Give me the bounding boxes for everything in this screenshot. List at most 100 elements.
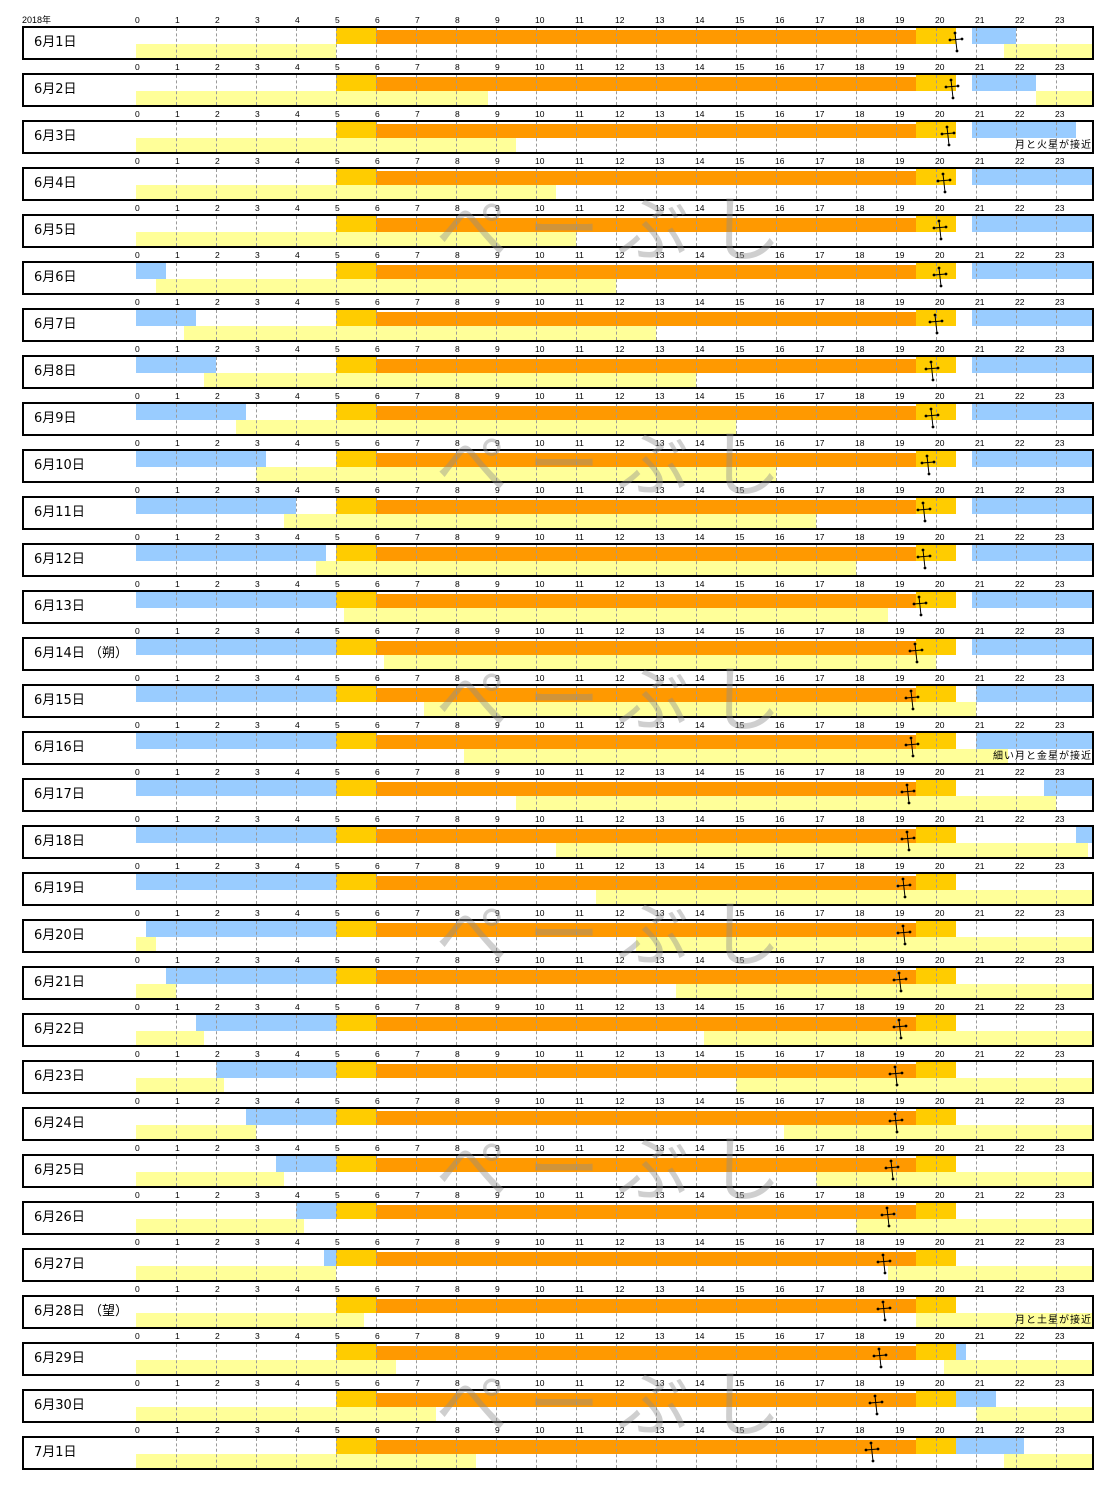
hour-tick-label: 14 bbox=[695, 1284, 705, 1294]
day-box: 6月7日 bbox=[22, 308, 1094, 342]
hour-tick-label: 17 bbox=[815, 673, 825, 683]
hour-gridline bbox=[416, 1203, 417, 1233]
hour-gridline bbox=[616, 263, 617, 293]
hour-gridline bbox=[296, 263, 297, 293]
hour-tick-label: 18 bbox=[855, 955, 865, 965]
hour-gridline bbox=[336, 874, 337, 904]
hour-gridline bbox=[296, 545, 297, 575]
moon-mark-icon bbox=[900, 830, 916, 852]
hour-gridline bbox=[176, 310, 177, 340]
hour-gridline bbox=[456, 1391, 457, 1421]
hour-tick-label: 23 bbox=[1055, 1284, 1065, 1294]
hour-gridline bbox=[496, 1344, 497, 1374]
hour-tick-label: 18 bbox=[855, 250, 865, 260]
hour-tick-label: 23 bbox=[1055, 1049, 1065, 1059]
hour-tick-label: 18 bbox=[855, 297, 865, 307]
hour-tick-label: 6 bbox=[375, 109, 380, 119]
moon-mark-icon bbox=[908, 642, 924, 664]
hour-tick-label: 0 bbox=[135, 626, 140, 636]
hour-tick-label: 11 bbox=[575, 156, 584, 166]
hour-gridline bbox=[576, 1109, 577, 1139]
hour-gridline bbox=[1056, 75, 1057, 105]
hour-gridline bbox=[696, 1109, 697, 1139]
hour-tick-label: 20 bbox=[935, 1378, 945, 1388]
moon-mark-icon bbox=[868, 1394, 884, 1416]
hour-tick-label: 4 bbox=[295, 438, 300, 448]
hour-tick-label: 2 bbox=[215, 1143, 220, 1153]
hour-gridline bbox=[816, 169, 817, 199]
hour-gridline bbox=[1016, 451, 1017, 481]
hour-tick-label: 9 bbox=[495, 1143, 500, 1153]
hour-gridline bbox=[536, 122, 537, 152]
day-row: 0 1 2 3 4 5 6 7 8 9 10 11 12 13 14 15 16 17 18 19 20 21 22 23 6月… bbox=[0, 1189, 1115, 1236]
hour-tick-label: 23 bbox=[1055, 1190, 1065, 1200]
hour-tick-label: 14 bbox=[695, 438, 705, 448]
hour-gridline bbox=[696, 780, 697, 810]
hour-tick-label: 15 bbox=[735, 15, 745, 25]
darkness-bar bbox=[146, 921, 336, 937]
hour-tick-label: 15 bbox=[735, 579, 745, 589]
hour-tick-label: 3 bbox=[255, 532, 260, 542]
hour-gridline bbox=[776, 1109, 777, 1139]
hour-tick-label: 23 bbox=[1055, 767, 1065, 777]
hour-gridline bbox=[1016, 357, 1017, 387]
hour-gridline bbox=[536, 1297, 537, 1327]
hour-tick-label: 19 bbox=[895, 1190, 905, 1200]
hour-tick-label: 4 bbox=[295, 1190, 300, 1200]
hour-tick-label: 5 bbox=[335, 1284, 340, 1294]
hour-gridline bbox=[416, 169, 417, 199]
hour-tick-label: 21 bbox=[975, 720, 985, 730]
moon-up-bar bbox=[1036, 91, 1092, 105]
hour-gridline bbox=[776, 827, 777, 857]
daylight-bar bbox=[376, 735, 916, 749]
hour-gridline bbox=[856, 874, 857, 904]
hour-tick-label: 10 bbox=[535, 485, 545, 495]
hour-tick-label: 12 bbox=[615, 814, 625, 824]
hour-tick-label: 1 bbox=[175, 1378, 180, 1388]
event-note: 月と土星が接近 bbox=[1015, 1315, 1092, 1326]
hour-gridline bbox=[416, 780, 417, 810]
moon-mark-icon bbox=[924, 360, 940, 382]
hour-gridline bbox=[976, 733, 977, 763]
hour-tick-label: 17 bbox=[815, 1425, 825, 1435]
hour-gridline bbox=[936, 780, 937, 810]
hour-gridline bbox=[976, 1438, 977, 1468]
hour-tick-label: 0 bbox=[135, 62, 140, 72]
hour-gridline bbox=[656, 28, 657, 58]
date-label: 6月5日 bbox=[34, 223, 77, 238]
hour-gridline bbox=[416, 1438, 417, 1468]
hour-tick-label: 17 bbox=[815, 1002, 825, 1012]
hour-tick-label: 14 bbox=[695, 297, 705, 307]
hour-gridline bbox=[936, 122, 937, 152]
darkness-bar bbox=[136, 827, 336, 843]
hour-tick-label: 14 bbox=[695, 673, 705, 683]
timeline-plot bbox=[136, 498, 1092, 528]
hour-gridline bbox=[736, 639, 737, 669]
hour-gridline bbox=[816, 1156, 817, 1186]
hour-tick-label: 0 bbox=[135, 438, 140, 448]
hour-tick-label: 19 bbox=[895, 250, 905, 260]
hour-gridline bbox=[336, 122, 337, 152]
hour-tick-label: 12 bbox=[615, 720, 625, 730]
hour-gridline bbox=[656, 686, 657, 716]
darkness-bar bbox=[136, 545, 326, 561]
hour-tick-label: 10 bbox=[535, 1096, 545, 1106]
hour-gridline bbox=[456, 1438, 457, 1468]
hour-tick-label: 2 bbox=[215, 579, 220, 589]
hour-tick-label: 6 bbox=[375, 438, 380, 448]
hour-tick-label: 17 bbox=[815, 1331, 825, 1341]
hour-tick-label: 7 bbox=[415, 626, 420, 636]
hour-gridline bbox=[176, 122, 177, 152]
hour-tick-label: 11 bbox=[575, 955, 584, 965]
hour-tick-label: 17 bbox=[815, 391, 825, 401]
moon-mark-icon bbox=[880, 1206, 896, 1228]
hour-tick-label: 22 bbox=[1015, 814, 1025, 824]
hour-tick-label: 22 bbox=[1015, 861, 1025, 871]
hour-tick-label: 11 bbox=[575, 720, 584, 730]
hour-tick-label: 15 bbox=[735, 391, 745, 401]
hour-gridline bbox=[1056, 1250, 1057, 1280]
hour-tick-label: 15 bbox=[735, 908, 745, 918]
darkness-bar bbox=[276, 1156, 336, 1172]
moon-up-bar bbox=[136, 1454, 476, 1468]
hour-axis: 0 1 2 3 4 5 6 7 8 9 10 11 12 13 14 15 16 17 18 19 20 21 22 23 bbox=[135, 860, 1096, 872]
